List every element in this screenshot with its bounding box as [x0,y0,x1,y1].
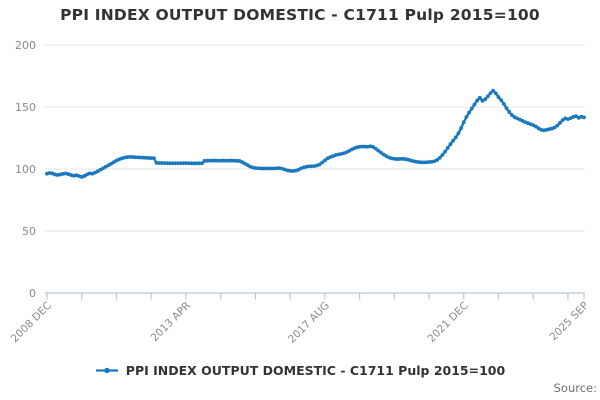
svg-text:2021 DEC: 2021 DEC [426,300,471,345]
svg-text:2013 APR: 2013 APR [149,300,193,344]
svg-text:0: 0 [29,287,36,300]
svg-text:2025 SEP: 2025 SEP [547,300,591,344]
svg-text:50: 50 [22,225,36,238]
series-markers [45,88,586,179]
line-series-marker-icon [95,367,118,374]
gridlines [45,44,585,232]
source-label: Source: [553,381,597,395]
x-axis [45,292,585,300]
svg-text:150: 150 [15,101,36,114]
legend-label: PPI INDEX OUTPUT DOMESTIC - C1711 Pulp 2… [125,363,506,378]
svg-text:100: 100 [15,163,36,176]
svg-text:2008 DEC: 2008 DEC [9,300,54,345]
chart-title: PPI INDEX OUTPUT DOMESTIC - C1711 Pulp 2… [60,6,540,24]
y-axis-labels: 0 50 100 150 200 [15,39,36,300]
line-chart-plot: 0 50 100 150 200 2008 DEC 2013 APR 2017 AUG 2021… [9,39,591,346]
svg-text:200: 200 [15,39,36,52]
x-axis-labels: 2008 DEC 2013 APR 2017 AUG 2021 DEC 2025 SEP [9,300,591,346]
svg-text:2017 AUG: 2017 AUG [286,300,332,346]
legend: PPI INDEX OUTPUT DOMESTIC - C1711 Pulp 2… [0,363,600,378]
